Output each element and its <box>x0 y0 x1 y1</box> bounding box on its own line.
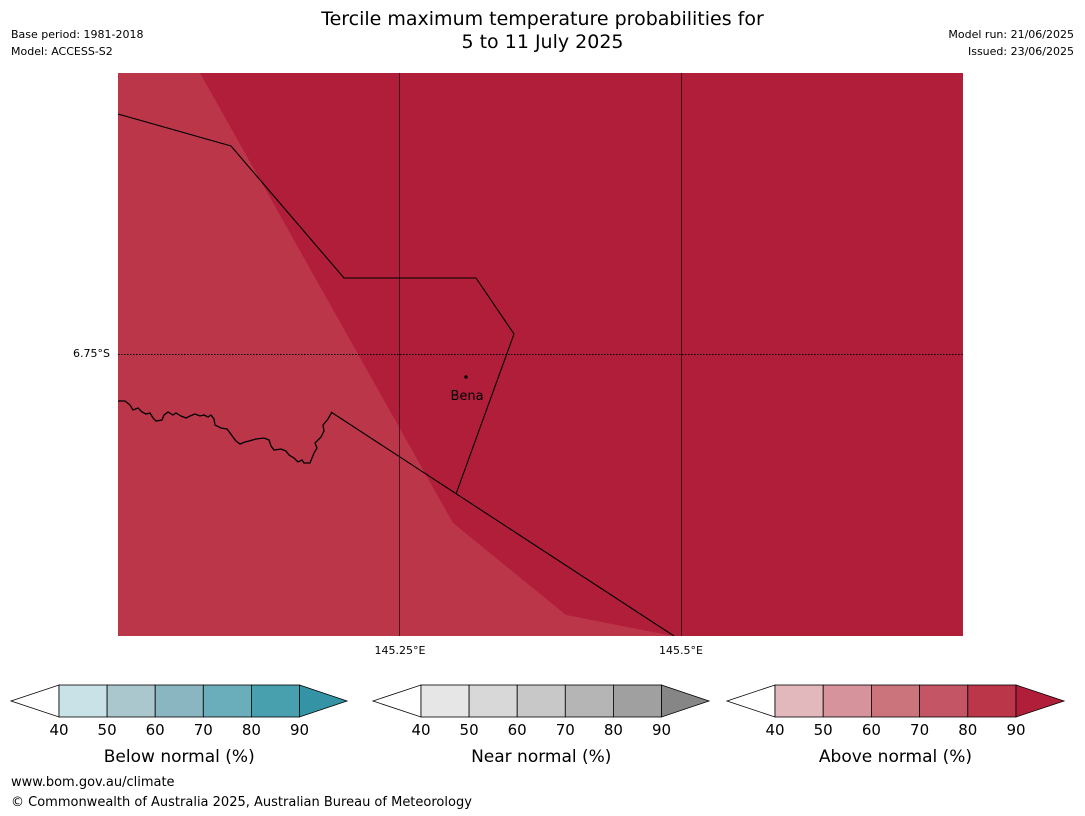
colorbar-tick-label: 90 <box>1006 721 1025 739</box>
chart-title: Tercile maximum temperature probabilitie… <box>0 8 1085 54</box>
colorbar-tick-label: 50 <box>814 721 833 739</box>
colorbar-tick-label: 70 <box>194 721 213 739</box>
colorbar-high-arrow <box>1015 684 1066 718</box>
colorbar-title: Near normal (%) <box>471 747 611 767</box>
colorbar-segment <box>250 684 300 718</box>
colorbar-low-arrow <box>9 684 60 718</box>
colorbar-title: Above normal (%) <box>819 747 972 767</box>
probability-region-80-90 <box>118 73 673 636</box>
near-normal-colorbar: 40 50 60 70 80 90 Near normal (%) <box>371 684 711 767</box>
title-line-1: Tercile maximum temperature probabilitie… <box>321 8 764 30</box>
longitude-label-145-5: 145.5°E <box>659 644 703 657</box>
colorbar-segment <box>871 684 921 718</box>
base-period: Base period: 1981-2018 <box>11 28 144 41</box>
colorbar-tick-label: 40 <box>765 721 784 739</box>
colorbar-tick-label: 50 <box>460 721 479 739</box>
bena-label: Bena <box>450 389 483 404</box>
colorbar-tick-label: 60 <box>508 721 527 739</box>
map: Bena <box>118 73 963 636</box>
colorbar-segment <box>154 684 204 718</box>
colorbar-segment <box>613 684 662 718</box>
colorbar-tick-label: 80 <box>604 721 623 739</box>
colorbar-segment <box>564 684 614 718</box>
colorbar-tick-label: 40 <box>49 721 68 739</box>
colorbar-tick-label: 90 <box>652 721 671 739</box>
colorbar-tick-label: 60 <box>862 721 881 739</box>
colorbar-tick-label: 40 <box>411 721 430 739</box>
colorbar-tick-label: 70 <box>556 721 575 739</box>
colorbar-low-arrow <box>371 684 422 718</box>
boundary-line-north <box>118 113 515 495</box>
colorbar-low-arrow <box>725 684 776 718</box>
colorbar-segment <box>106 684 156 718</box>
bena-marker <box>464 375 468 379</box>
colorbar-segment <box>967 684 1017 718</box>
colorbar-segment <box>58 684 108 718</box>
colorbars: 40 50 60 70 80 90 Below normal (%) 40 50 60 70 80 9… <box>9 684 1066 767</box>
colorbar-tick-label: 70 <box>910 721 929 739</box>
colorbar-tick-label: 50 <box>98 721 117 739</box>
website-link[interactable]: www.bom.gov.au/climate <box>11 775 175 790</box>
boundary-line-south <box>330 411 675 636</box>
colorbar-segment <box>774 684 824 718</box>
colorbar-tick-label: 80 <box>242 721 261 739</box>
colorbar-tick-label: 60 <box>146 721 165 739</box>
above-normal-colorbar: 40 50 60 70 80 90 Above normal (%) <box>725 684 1066 767</box>
colorbar-high-arrow <box>299 684 349 718</box>
colorbar-title: Below normal (%) <box>104 747 255 767</box>
colorbar-tick-label: 80 <box>958 721 977 739</box>
colorbar-segment <box>420 684 470 718</box>
colorbar-segment <box>822 684 872 718</box>
issued-date: Issued: 23/06/2025 <box>967 45 1074 58</box>
below-normal-colorbar: 40 50 60 70 80 90 Below normal (%) <box>9 684 349 767</box>
meta-left: Base period: 1981-2018 Model: ACCESS-S2 <box>11 26 143 60</box>
colorbar-segment <box>202 684 252 718</box>
colorbar-high-arrow <box>661 684 711 718</box>
title-line-2: 5 to 11 July 2025 <box>461 31 624 53</box>
colorbar-segment <box>468 684 518 718</box>
meta-right: Model run: 21/06/2025 Issued: 23/06/2025 <box>948 26 1074 60</box>
copyright: © Commonwealth of Australia 2025, Austra… <box>11 795 472 810</box>
model-run: Model run: 21/06/2025 <box>948 28 1074 41</box>
model-name: Model: ACCESS-S2 <box>11 45 113 58</box>
colorbar-segment <box>516 684 566 718</box>
river <box>118 400 333 464</box>
colorbar-segment <box>919 684 969 718</box>
latitude-label: 6.75°S <box>73 347 110 360</box>
colorbar-tick-label: 90 <box>290 721 309 739</box>
longitude-label-145-25: 145.25°E <box>374 644 426 657</box>
